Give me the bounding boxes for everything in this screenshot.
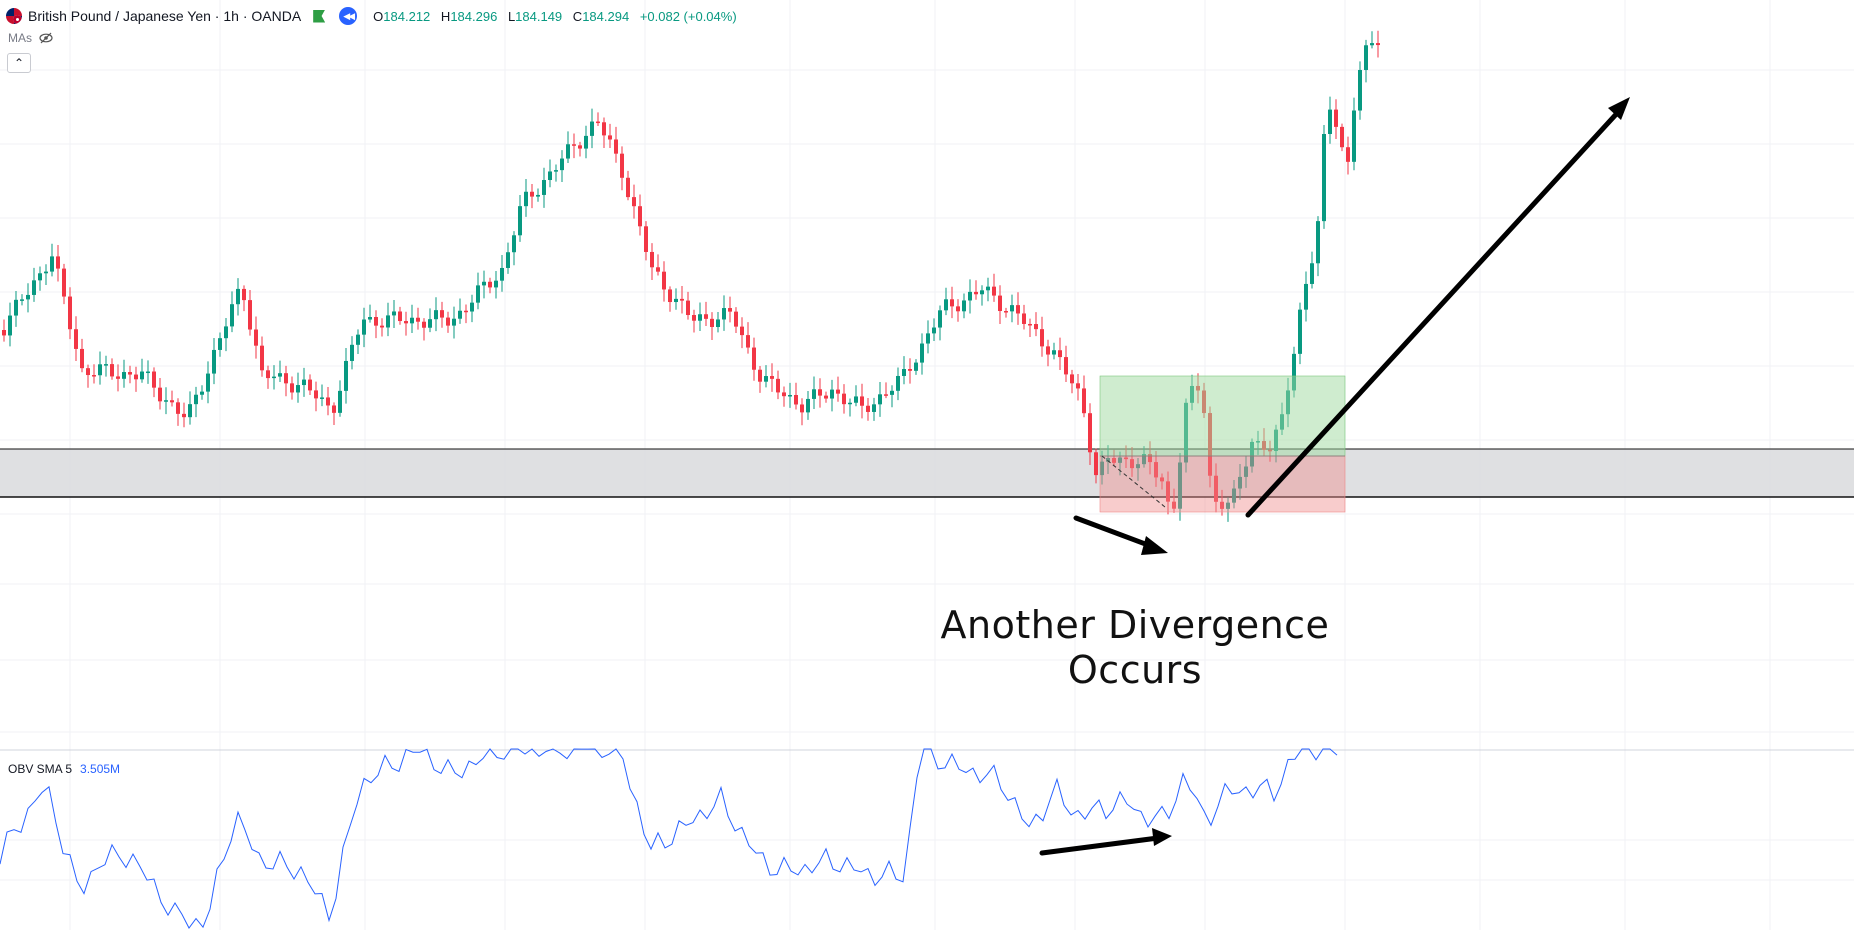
annotation-line-1: Another Divergence bbox=[940, 603, 1330, 647]
moving-averages-indicator[interactable]: MAs bbox=[8, 31, 53, 45]
high-value: 184.296 bbox=[450, 8, 498, 24]
obv-value: 3.505M bbox=[80, 762, 121, 776]
chevron-up-icon[interactable]: ⌃ bbox=[7, 53, 31, 73]
low-value: 184.149 bbox=[515, 8, 563, 24]
annotation-text: Another Divergence Occurs bbox=[900, 603, 1370, 693]
ohlc-values: O184.212 H184.296 L184.149 C184.294 +0.0… bbox=[373, 9, 737, 24]
position-profit-zone[interactable] bbox=[1099, 375, 1346, 457]
mas-label: MAs bbox=[8, 31, 32, 45]
uk-flag-icon bbox=[6, 8, 22, 24]
green-flag-icon[interactable] bbox=[313, 9, 326, 23]
annotation-line-2: Occurs bbox=[1067, 648, 1203, 692]
obv-label[interactable]: OBV SMA 5 bbox=[8, 762, 73, 776]
open-label: O bbox=[373, 8, 384, 24]
obv-divergence-arrow bbox=[1039, 828, 1172, 856]
open-value: 184.212 bbox=[383, 8, 431, 24]
high-label: H bbox=[440, 8, 451, 24]
support-zone[interactable] bbox=[0, 449, 1854, 497]
change-value: +0.082 (+0.04%) bbox=[639, 8, 737, 24]
obv-legend: OBV SMA 5 3.505M bbox=[8, 762, 120, 776]
eye-hidden-icon[interactable] bbox=[39, 31, 53, 45]
close-value: 184.294 bbox=[582, 8, 630, 24]
breakout-arrow bbox=[1245, 97, 1630, 518]
obv-line bbox=[0, 748, 1338, 929]
close-label: C bbox=[572, 8, 583, 24]
price-divergence-arrow bbox=[1073, 515, 1168, 555]
low-label: L bbox=[507, 8, 516, 24]
symbol-legend: British Pound / Japanese Yen · 1h · OAND… bbox=[6, 6, 737, 26]
symbol-title[interactable]: British Pound / Japanese Yen · 1h · OAND… bbox=[28, 8, 302, 24]
rewind-icon[interactable]: ◀◀ bbox=[339, 7, 358, 25]
